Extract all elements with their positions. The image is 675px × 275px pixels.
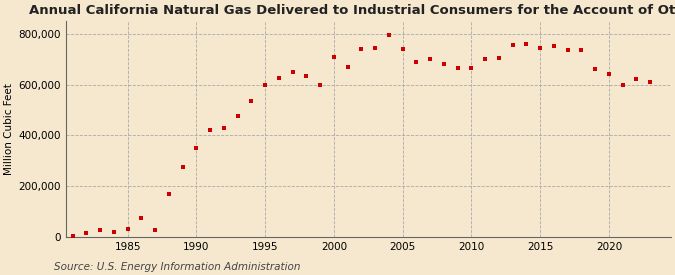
Point [288, 70, 298, 74]
Point [150, 228, 161, 233]
Point [178, 165, 188, 169]
Point [576, 48, 587, 53]
Text: Source: U.S. Energy Information Administration: Source: U.S. Energy Information Administ… [54, 262, 300, 272]
Point [68, 234, 78, 238]
Point [480, 57, 491, 61]
Point [219, 125, 230, 130]
Point [356, 47, 367, 51]
Point [370, 46, 381, 50]
Point [136, 216, 146, 220]
Point [631, 77, 642, 82]
Point [549, 44, 560, 49]
Point [603, 72, 614, 76]
Point [232, 114, 243, 119]
Point [452, 66, 463, 70]
Point [260, 82, 271, 87]
Point [329, 54, 340, 59]
Point [562, 48, 573, 53]
Point [342, 65, 353, 69]
Point [508, 43, 518, 47]
Point [122, 227, 133, 231]
Point [163, 191, 174, 196]
Point [109, 229, 119, 234]
Point [81, 231, 92, 235]
Point [191, 146, 202, 150]
Point [425, 57, 435, 61]
Point [273, 76, 284, 80]
Point [246, 99, 256, 103]
Point [205, 128, 215, 132]
Point [383, 33, 394, 37]
Point [398, 47, 408, 51]
Y-axis label: Million Cubic Feet: Million Cubic Feet [4, 83, 14, 175]
Point [535, 46, 545, 50]
Point [618, 82, 628, 87]
Point [645, 80, 655, 84]
Title: Annual California Natural Gas Delivered to Industrial Consumers for the Account : Annual California Natural Gas Delivered … [29, 4, 675, 17]
Point [466, 66, 477, 70]
Point [301, 73, 312, 78]
Point [95, 228, 105, 233]
Point [493, 56, 504, 60]
Point [590, 67, 601, 72]
Point [411, 59, 422, 64]
Point [315, 82, 325, 87]
Point [521, 42, 532, 46]
Point [439, 62, 450, 67]
